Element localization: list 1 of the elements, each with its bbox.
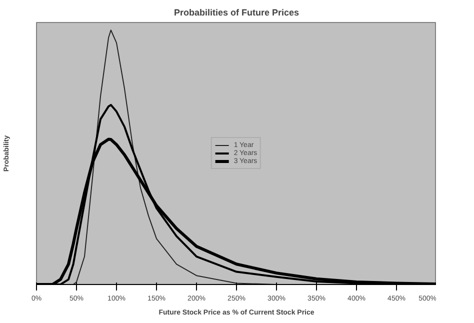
chart-title: Probabilities of Future Prices — [174, 8, 300, 18]
